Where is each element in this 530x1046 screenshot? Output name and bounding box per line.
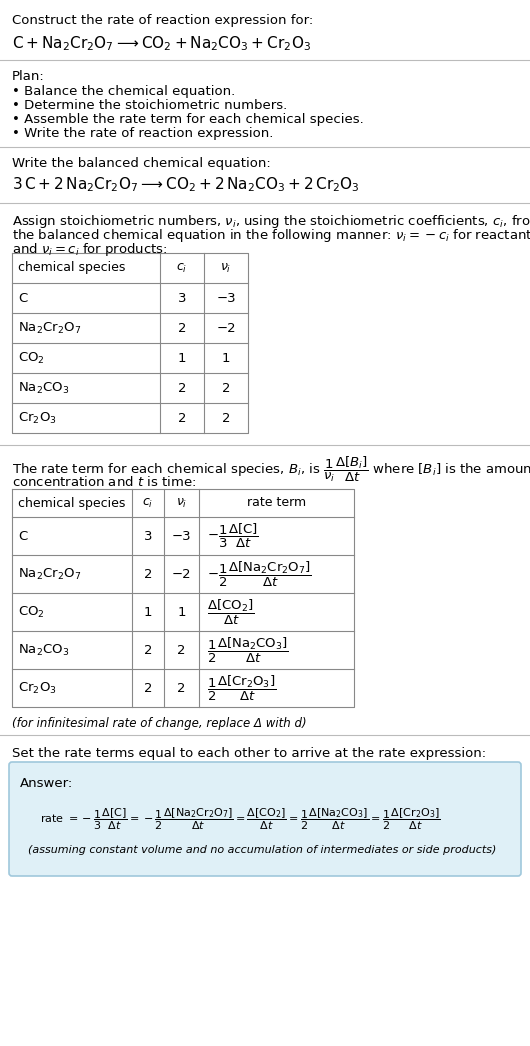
Text: $c_i$: $c_i$	[176, 262, 188, 274]
Text: $\dfrac{\Delta[\mathrm{CO_2}]}{\Delta t}$: $\dfrac{\Delta[\mathrm{CO_2}]}{\Delta t}…	[207, 597, 254, 627]
Text: $\mathrm{Na_2CO_3}$: $\mathrm{Na_2CO_3}$	[18, 642, 69, 658]
Text: Write the balanced chemical equation:: Write the balanced chemical equation:	[12, 157, 271, 170]
Text: chemical species: chemical species	[18, 497, 126, 509]
Text: rate $= -\dfrac{1}{3}\dfrac{\Delta[\mathrm{C}]}{\Delta t} = -\dfrac{1}{2}\dfrac{: rate $= -\dfrac{1}{3}\dfrac{\Delta[\math…	[40, 806, 441, 832]
Text: $\dfrac{1}{2}\dfrac{\Delta[\mathrm{Cr_2O_3}]}{\Delta t}$: $\dfrac{1}{2}\dfrac{\Delta[\mathrm{Cr_2O…	[207, 674, 276, 703]
Text: 2: 2	[144, 643, 152, 657]
Text: $\mathrm{CO_2}$: $\mathrm{CO_2}$	[18, 350, 45, 365]
Text: $\dfrac{1}{2}\dfrac{\Delta[\mathrm{Na_2CO_3}]}{\Delta t}$: $\dfrac{1}{2}\dfrac{\Delta[\mathrm{Na_2C…	[207, 635, 289, 664]
Text: $\mathrm{Cr_2O_3}$: $\mathrm{Cr_2O_3}$	[18, 681, 57, 696]
Text: $\mathrm{C}$: $\mathrm{C}$	[18, 292, 29, 304]
Text: 1: 1	[177, 606, 186, 618]
Text: 1: 1	[222, 351, 230, 364]
Text: Assign stoichiometric numbers, $\nu_i$, using the stoichiometric coefficients, $: Assign stoichiometric numbers, $\nu_i$, …	[12, 213, 530, 230]
Text: $\mathrm{3\,C + 2\,Na_2Cr_2O_7 \longrightarrow CO_2 + 2\,Na_2CO_3 + 2\,Cr_2O_3}$: $\mathrm{3\,C + 2\,Na_2Cr_2O_7 \longrigh…	[12, 175, 360, 194]
Text: $\mathrm{CO_2}$: $\mathrm{CO_2}$	[18, 605, 45, 619]
Text: 2: 2	[178, 321, 186, 335]
Text: −2: −2	[216, 321, 236, 335]
Text: and $\nu_i = c_i$ for products:: and $\nu_i = c_i$ for products:	[12, 241, 167, 258]
Text: $\mathrm{Na_2Cr_2O_7}$: $\mathrm{Na_2Cr_2O_7}$	[18, 567, 81, 582]
Text: −2: −2	[172, 568, 191, 581]
Text: 1: 1	[178, 351, 186, 364]
Text: 2: 2	[144, 682, 152, 695]
Text: $\mathrm{Na_2Cr_2O_7}$: $\mathrm{Na_2Cr_2O_7}$	[18, 320, 81, 336]
Text: • Determine the stoichiometric numbers.: • Determine the stoichiometric numbers.	[12, 99, 287, 112]
Text: −3: −3	[216, 292, 236, 304]
FancyBboxPatch shape	[9, 761, 521, 876]
Text: $\mathrm{C}$: $\mathrm{C}$	[18, 529, 29, 543]
Text: • Assemble the rate term for each chemical species.: • Assemble the rate term for each chemic…	[12, 113, 364, 126]
Text: $c_i$: $c_i$	[143, 497, 154, 509]
Text: 2: 2	[178, 411, 186, 425]
Text: 2: 2	[177, 682, 186, 695]
Text: 2: 2	[178, 382, 186, 394]
Text: 2: 2	[222, 382, 230, 394]
Text: The rate term for each chemical species, $B_i$, is $\dfrac{1}{\nu_i}\dfrac{\Delt: The rate term for each chemical species,…	[12, 455, 530, 484]
Text: (assuming constant volume and no accumulation of intermediates or side products): (assuming constant volume and no accumul…	[28, 845, 497, 855]
Text: $\mathrm{C + Na_2Cr_2O_7 \longrightarrow CO_2 + Na_2CO_3 + Cr_2O_3}$: $\mathrm{C + Na_2Cr_2O_7 \longrightarrow…	[12, 35, 311, 52]
Text: the balanced chemical equation in the following manner: $\nu_i = -c_i$ for react: the balanced chemical equation in the fo…	[12, 227, 530, 244]
Text: rate term: rate term	[247, 497, 306, 509]
Text: $-\dfrac{1}{3}\dfrac{\Delta[\mathrm{C}]}{\Delta t}$: $-\dfrac{1}{3}\dfrac{\Delta[\mathrm{C}]}…	[207, 522, 259, 550]
Text: chemical species: chemical species	[18, 262, 126, 274]
Text: −3: −3	[172, 529, 191, 543]
Text: • Balance the chemical equation.: • Balance the chemical equation.	[12, 85, 235, 98]
Text: Plan:: Plan:	[12, 70, 45, 83]
Text: $-\dfrac{1}{2}\dfrac{\Delta[\mathrm{Na_2Cr_2O_7}]}{\Delta t}$: $-\dfrac{1}{2}\dfrac{\Delta[\mathrm{Na_2…	[207, 560, 312, 589]
Text: 2: 2	[222, 411, 230, 425]
Text: • Write the rate of reaction expression.: • Write the rate of reaction expression.	[12, 127, 273, 140]
Text: $\nu_i$: $\nu_i$	[176, 497, 187, 509]
Text: Answer:: Answer:	[20, 777, 73, 790]
Text: $\mathrm{Na_2CO_3}$: $\mathrm{Na_2CO_3}$	[18, 381, 69, 395]
Text: Construct the rate of reaction expression for:: Construct the rate of reaction expressio…	[12, 14, 313, 27]
Text: concentration and $t$ is time:: concentration and $t$ is time:	[12, 475, 196, 488]
Text: 3: 3	[178, 292, 186, 304]
Text: 2: 2	[144, 568, 152, 581]
Text: $\mathrm{Cr_2O_3}$: $\mathrm{Cr_2O_3}$	[18, 410, 57, 426]
Text: 1: 1	[144, 606, 152, 618]
Text: (for infinitesimal rate of change, replace Δ with d): (for infinitesimal rate of change, repla…	[12, 717, 307, 730]
Text: 3: 3	[144, 529, 152, 543]
Text: Set the rate terms equal to each other to arrive at the rate expression:: Set the rate terms equal to each other t…	[12, 747, 486, 760]
Text: 2: 2	[177, 643, 186, 657]
Text: $\nu_i$: $\nu_i$	[220, 262, 232, 274]
